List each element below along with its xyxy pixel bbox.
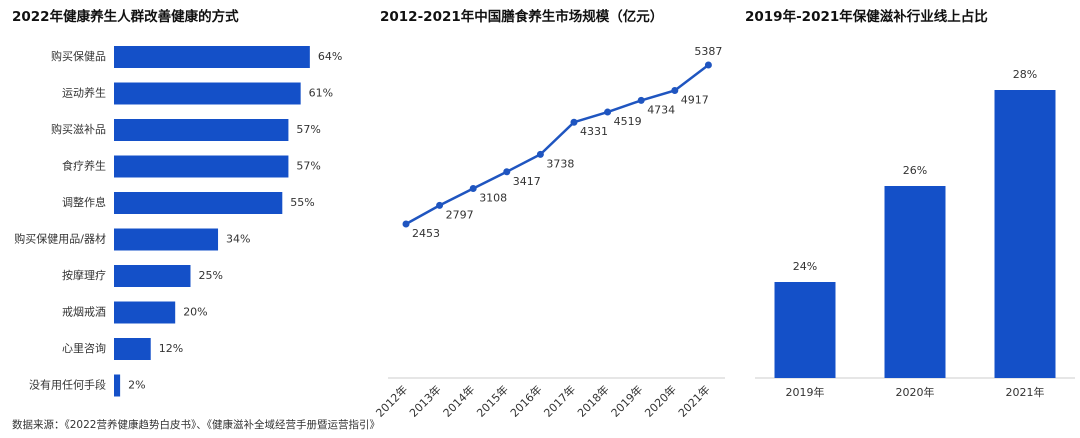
category-label: 购买保健品 xyxy=(51,49,106,63)
value-label: 26% xyxy=(903,164,927,177)
category-label: 食疗养生 xyxy=(62,159,106,173)
chart-title: 2012-2021年中国膳食养生市场规模（亿元） xyxy=(380,8,663,25)
x-tick-label: 2014年 xyxy=(440,382,477,419)
value-label: 57% xyxy=(296,123,320,136)
category-label: 按摩理疗 xyxy=(62,268,106,282)
value-label: 34% xyxy=(226,233,250,246)
point xyxy=(503,168,511,176)
bar xyxy=(114,338,151,360)
value-label: 2% xyxy=(128,379,145,392)
point xyxy=(402,220,410,228)
x-tick-label: 2013年 xyxy=(406,382,443,419)
point xyxy=(671,86,679,94)
point xyxy=(570,118,578,126)
category-label: 没有用任何手段 xyxy=(29,378,106,392)
x-tick-label: 2019年 xyxy=(608,382,645,419)
category-label: 购买保健用品/器材 xyxy=(14,232,106,246)
value-label: 4734 xyxy=(647,103,675,116)
bar xyxy=(114,46,310,68)
category-label: 调整作息 xyxy=(62,195,106,209)
bar xyxy=(114,119,289,141)
value-label: 24% xyxy=(793,260,817,273)
value-label: 20% xyxy=(183,306,207,319)
value-label: 4917 xyxy=(681,93,709,106)
source-note: 数据来源：《2022营养健康趋势白皮书》、《健康滋补全域经营手册暨运营指引》 xyxy=(12,418,380,431)
value-label: 3108 xyxy=(479,192,507,205)
point xyxy=(436,201,444,209)
point xyxy=(604,108,612,116)
chart-title: 2022年健康养生人群改善健康的方式 xyxy=(12,8,239,25)
x-tick-label: 2017年 xyxy=(541,382,578,419)
value-label: 25% xyxy=(199,269,223,282)
x-tick-label: 2019年 xyxy=(786,385,825,399)
x-tick-label: 2018年 xyxy=(574,382,611,419)
x-tick-label: 2016年 xyxy=(507,382,544,419)
value-label: 28% xyxy=(1013,68,1037,81)
bar xyxy=(114,155,289,178)
point xyxy=(704,61,712,69)
point xyxy=(536,150,544,158)
value-label: 2453 xyxy=(412,227,440,240)
bar xyxy=(994,90,1056,378)
value-label: 55% xyxy=(290,196,314,209)
bar xyxy=(114,82,301,105)
category-label: 运动养生 xyxy=(62,86,106,100)
bar xyxy=(114,265,191,287)
value-label: 3738 xyxy=(546,157,574,170)
point xyxy=(637,96,645,104)
x-tick-label: 2021年 xyxy=(1006,385,1045,399)
value-label: 57% xyxy=(296,160,320,173)
x-tick-label: 2012年 xyxy=(373,382,410,419)
value-label: 64% xyxy=(318,50,342,63)
value-label: 61% xyxy=(309,87,333,100)
point xyxy=(469,185,477,193)
value-label: 2797 xyxy=(446,208,474,221)
value-label: 4331 xyxy=(580,125,608,138)
x-tick-label: 2020年 xyxy=(642,382,679,419)
category-label: 购买滋补品 xyxy=(51,122,106,136)
bar xyxy=(114,192,283,214)
bar xyxy=(114,301,176,324)
value-label: 3417 xyxy=(513,175,541,188)
category-label: 戒烟戒酒 xyxy=(62,305,106,319)
x-tick-label: 2015年 xyxy=(474,382,511,419)
bar xyxy=(114,374,121,397)
value-label: 4519 xyxy=(614,115,642,128)
x-tick-label: 2021年 xyxy=(675,382,712,419)
value-label: 12% xyxy=(159,342,183,355)
bar xyxy=(114,228,219,251)
x-tick-label: 2020年 xyxy=(896,385,935,399)
bar xyxy=(884,186,946,378)
bar xyxy=(774,282,836,378)
chart-title: 2019年-2021年保健滋补行业线上占比 xyxy=(745,8,988,25)
line xyxy=(405,64,710,226)
value-label: 5387 xyxy=(694,45,722,58)
category-label: 心里咨询 xyxy=(62,341,106,355)
